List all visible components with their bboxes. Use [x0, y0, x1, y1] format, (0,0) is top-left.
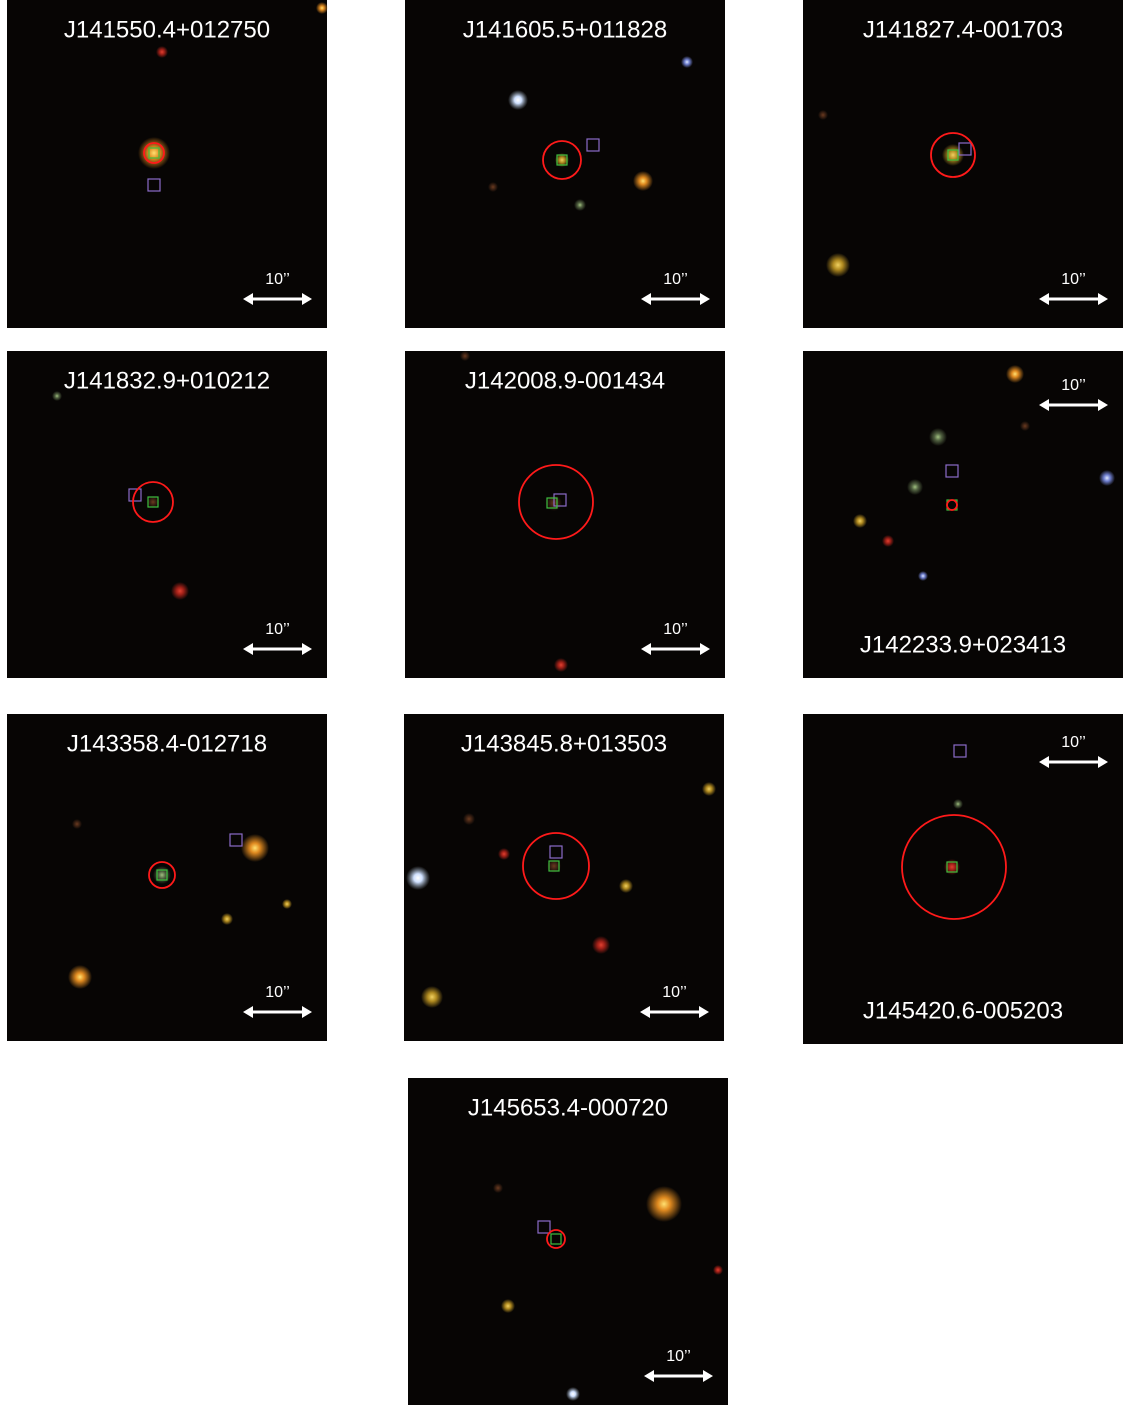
image-panel: J143358.4-012718 10’’ [7, 714, 327, 1041]
source [463, 813, 475, 825]
source [316, 2, 328, 14]
source [574, 199, 586, 211]
panel-label: J141605.5+011828 [463, 16, 667, 43]
sky-background [803, 351, 1123, 678]
source [501, 1299, 515, 1313]
source [713, 1265, 723, 1275]
source [493, 1183, 503, 1193]
panel-label: J142233.9+023413 [860, 631, 1066, 658]
source [421, 986, 443, 1008]
panel-label: J141827.4-001703 [863, 16, 1063, 43]
source [68, 965, 92, 989]
source [138, 137, 170, 169]
scale-label: 10’’ [663, 621, 688, 638]
scale-label: 10’’ [1061, 377, 1086, 394]
source [566, 1387, 580, 1401]
source [147, 496, 159, 508]
source [282, 899, 292, 909]
source [153, 866, 171, 884]
scale-label: 10’’ [265, 621, 290, 638]
source [882, 535, 894, 547]
panel-label: J142008.9-001434 [465, 367, 665, 394]
panel-label: J141550.4+012750 [64, 16, 270, 43]
source [1020, 421, 1030, 431]
image-panel: J145653.4-000720 10’’ [408, 1078, 728, 1405]
image-panel: J142008.9-001434 10’’ [405, 351, 725, 678]
scale-label: 10’’ [265, 271, 290, 288]
source [508, 90, 528, 110]
image-panel: J143845.8+013503 10’’ [404, 714, 724, 1041]
source [818, 110, 828, 120]
figure: J141550.4+012750 10’’ J141605.5+011828 10’’… [0, 0, 1123, 1407]
source [592, 936, 610, 954]
source [646, 1186, 682, 1222]
source [488, 182, 498, 192]
source [929, 428, 947, 446]
source [498, 848, 510, 860]
source [156, 46, 168, 58]
source [681, 56, 693, 68]
scale-label: 10’’ [663, 271, 688, 288]
source [619, 879, 633, 893]
source [826, 253, 850, 277]
image-panel: J141550.4+012750 10’’ [7, 0, 328, 328]
image-panel: J145420.6-005203 10’’ [803, 714, 1123, 1044]
scale-label: 10’’ [265, 984, 290, 1001]
panel-label: J141832.9+010212 [64, 367, 270, 394]
scale-label: 10’’ [1061, 271, 1086, 288]
scale-label: 10’’ [1061, 734, 1086, 751]
image-panel: J141605.5+011828 10’’ [405, 0, 725, 328]
image-panel: J141832.9+010212 10’’ [7, 351, 327, 678]
source [918, 571, 928, 581]
image-panel: J141827.4-001703 10’’ [803, 0, 1123, 328]
source [953, 799, 963, 809]
source [221, 913, 233, 925]
panel-label: J145420.6-005203 [863, 997, 1063, 1024]
source [241, 834, 269, 862]
panel-label: J145653.4-000720 [468, 1094, 668, 1121]
source [702, 782, 716, 796]
panel-label: J143358.4-012718 [67, 730, 267, 757]
source [853, 514, 867, 528]
source [52, 391, 62, 401]
source [907, 479, 923, 495]
source [1099, 470, 1115, 486]
image-panel: J142233.9+023413 10’’ [803, 351, 1123, 678]
source [460, 351, 470, 361]
scale-label: 10’’ [662, 984, 687, 1001]
scale-label: 10’’ [666, 1348, 691, 1365]
source [1006, 365, 1024, 383]
source [171, 582, 189, 600]
panel-label: J143845.8+013503 [461, 730, 667, 757]
source [72, 819, 82, 829]
source [406, 866, 430, 890]
source [554, 658, 568, 672]
source [633, 171, 653, 191]
